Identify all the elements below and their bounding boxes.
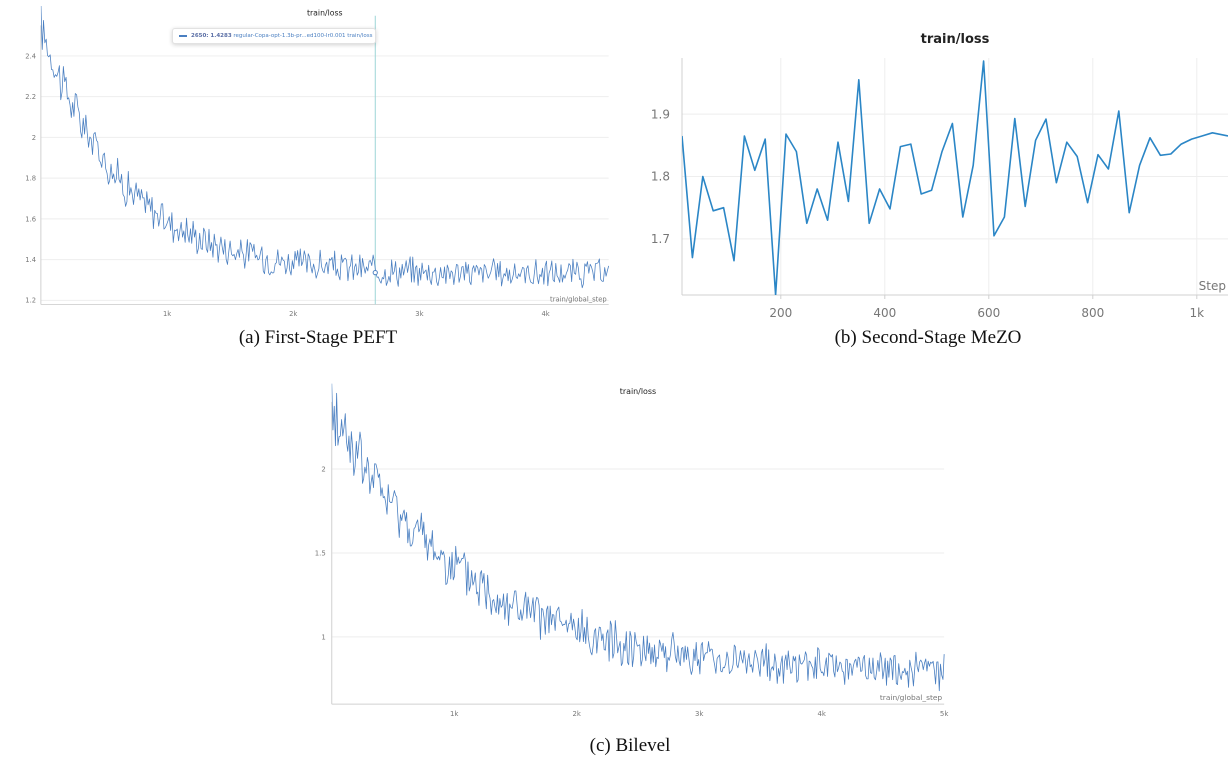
chart-a-svg: train/loss 1.2 1.4 1.6 1.8 2 2.2 2.4 1k 2k 3k 4ktra…: [25, 2, 610, 318]
chart-c-svg: train/loss 1 1.5 2 1k 2k 3k 4k 5k train/global_st…: [315, 383, 948, 718]
x-tick-label: 2k: [289, 310, 297, 318]
y-tick-label: 1.6: [25, 215, 36, 223]
x-tick-label: 200: [769, 306, 792, 320]
y-tick-label: 2.4: [25, 52, 36, 60]
x-tick-label: 3k: [695, 710, 703, 718]
y-tick-label: 1.5: [315, 549, 326, 557]
y-tick-label: 1.8: [651, 170, 670, 184]
tooltip-value: 2650: 1.4283: [191, 33, 232, 39]
chart-b-svg: train/loss 1.7 1.8 1.9 200 400 600 800 1k Step: [651, 32, 1228, 320]
series-line: [40, 2, 610, 289]
chart-title: train/loss: [307, 9, 343, 18]
y-tick-label: 2.2: [25, 93, 36, 101]
caption-c: (c) Bilevel: [589, 735, 671, 756]
tooltip-run: regular-Copa-opt-1.3b-pr...ed100-lr0.001…: [233, 33, 373, 39]
x-tick-label: 1k: [1190, 306, 1205, 320]
y-tick-label: 1.4: [25, 256, 36, 264]
x-tick-label: 4k: [817, 710, 825, 718]
y-tick-label: 1.7: [651, 232, 670, 246]
series-line: [331, 383, 945, 692]
x-tick-label: 1k: [163, 310, 171, 318]
chart-title: train/loss: [620, 387, 656, 396]
chart-panel-b: train/loss 1.7 1.8 1.9 200 400 600 800 1k Step: [628, 20, 1228, 325]
y-tick-label: 2: [32, 134, 36, 142]
y-tick-label: 1.9: [651, 107, 670, 121]
x-tick-label: 3k: [415, 310, 423, 318]
caption-a: (a) First-Stage PEFT: [238, 327, 398, 348]
chart-a-tooltip: 2650: 1.4283 regular-Copa-opt-1.3b-pr...…: [172, 28, 376, 44]
x-tick-label: 5k: [940, 710, 948, 718]
y-tick-label: 1: [321, 633, 325, 641]
chart-panel-c: train/loss 1 1.5 2 1k 2k 3k 4k 5k train/global_st…: [290, 380, 970, 720]
caption-b: (b) Second-Stage MeZO: [834, 327, 1022, 348]
x-tick-label: 800: [1081, 306, 1104, 320]
hover-point: [372, 270, 378, 276]
x-tick-label: 4k: [541, 310, 549, 318]
y-tick-label: 1.8: [25, 175, 36, 183]
x-tick-label: 1k: [450, 710, 458, 718]
tooltip-swatch: [179, 34, 187, 37]
y-tick-label: 1.2: [25, 297, 36, 305]
x-axis-title: train/global_step: [880, 693, 943, 702]
x-axis-title: Step: [1199, 279, 1226, 293]
x-tick-label: 600: [977, 306, 1000, 320]
chart-title: train/loss: [921, 32, 990, 47]
chart-panel-a: train/loss 1.2 1.4 1.6 1.8 2 2.2 2.4 1k 2k 3k 4k tra…: [8, 2, 628, 318]
y-tick-label: 2: [321, 465, 325, 473]
series-line: [682, 60, 1228, 295]
x-tick-label: 2k: [572, 710, 580, 718]
x-tick-label: 400: [873, 306, 896, 320]
x-axis-title: train/global_step: [550, 296, 607, 304]
